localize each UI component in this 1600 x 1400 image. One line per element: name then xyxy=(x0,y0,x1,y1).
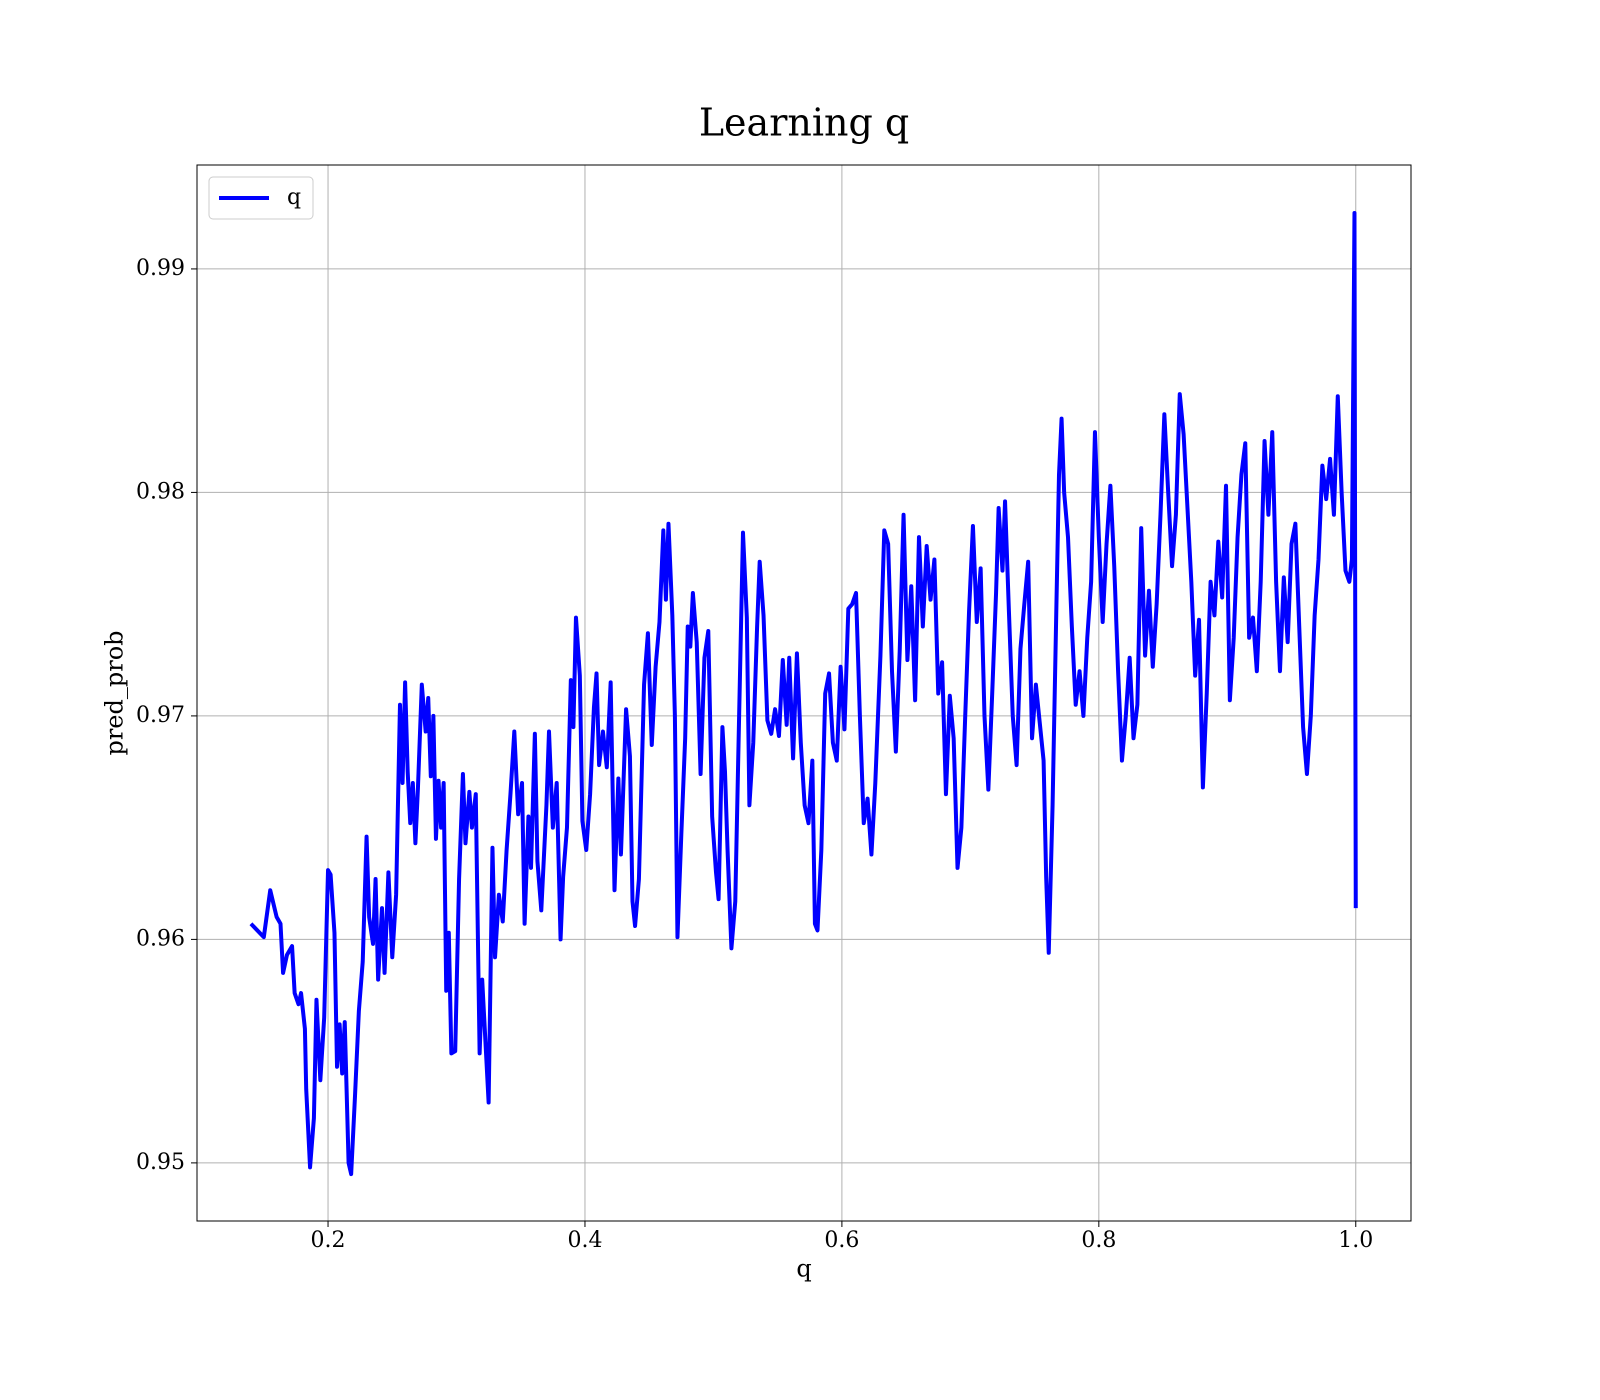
x-tick-label: 0.4 xyxy=(567,1228,602,1253)
y-axis-label: pred_prob xyxy=(101,630,129,755)
legend-label: q xyxy=(287,185,301,210)
x-tick-label: 0.8 xyxy=(1081,1228,1116,1253)
y-tick-label: 0.95 xyxy=(136,1150,185,1175)
y-tick-label: 0.97 xyxy=(136,703,185,728)
plot-frame xyxy=(196,164,1412,1222)
x-tick-label: 1.0 xyxy=(1338,1228,1373,1253)
y-tick-label: 0.99 xyxy=(136,256,185,281)
y-tick-label: 0.98 xyxy=(136,479,185,504)
x-axis-label: q xyxy=(796,1255,811,1283)
x-tick-label: 0.6 xyxy=(824,1228,859,1253)
chart-title: Learning q xyxy=(699,101,909,145)
legend: q xyxy=(208,176,314,220)
data-line xyxy=(249,211,1358,1177)
x-tick-label: 0.2 xyxy=(311,1228,346,1253)
y-tick-label: 0.96 xyxy=(136,926,185,951)
